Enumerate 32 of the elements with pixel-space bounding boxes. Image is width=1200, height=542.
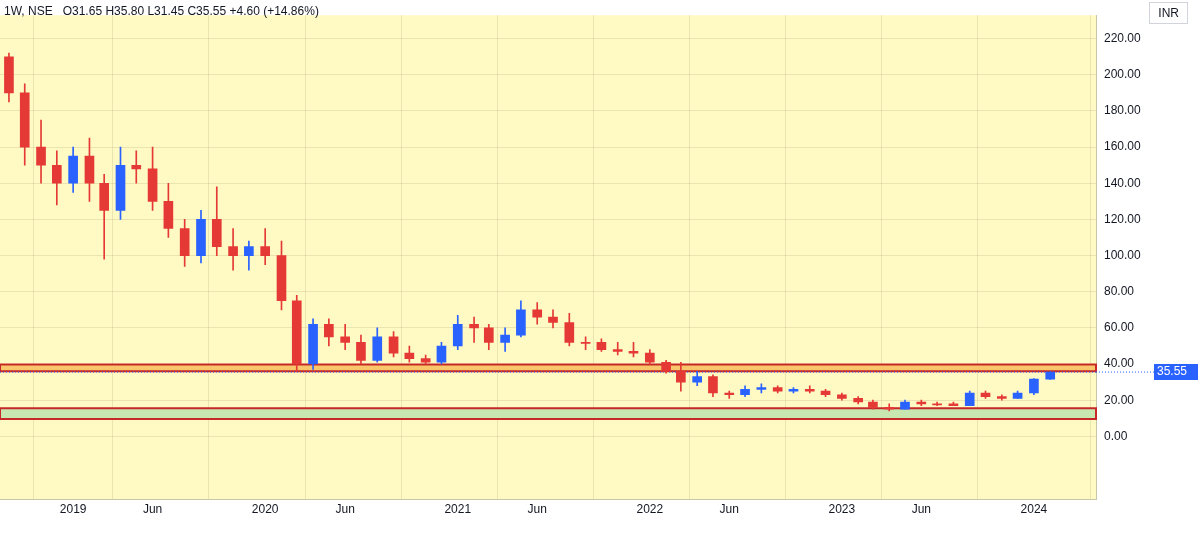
candlestick — [131, 150, 142, 184]
y-tick-label: 160.00 — [1104, 139, 1142, 154]
candlestick — [469, 316, 479, 343]
x-tick-label: 2022 — [636, 502, 664, 517]
x-tick-label: 2021 — [444, 502, 472, 517]
y-tick-label: 200.00 — [1104, 67, 1142, 82]
chart-subtitle: O31.65 H35.80 L31.45 C35.55 +4.60 (+14.86%) — [62, 4, 319, 18]
x-tick-label: Jun — [911, 502, 931, 517]
y-tick-label: 140.00 — [1104, 175, 1142, 190]
x-tick-label: 2019 — [59, 502, 87, 517]
y-tick-label: 80.00 — [1104, 284, 1135, 299]
y-tick-label: 60.00 — [1104, 320, 1135, 335]
x-tick-label: Jun — [142, 502, 163, 517]
text: INR — [1149, 2, 1188, 24]
y-tick-label: 180.00 — [1104, 103, 1142, 118]
x-tick-label: 2024 — [1020, 502, 1048, 517]
y-tick-label: 20.00 — [1104, 392, 1135, 407]
x-tick-label: 2020 — [251, 502, 279, 517]
x-tick-label: Jun — [527, 502, 547, 517]
candlestick — [612, 342, 623, 356]
candlestick — [340, 323, 350, 350]
y-tick-label: 100.00 — [1104, 247, 1142, 262]
y-tick-label: 40.00 — [1104, 356, 1135, 371]
candlestick — [228, 228, 238, 271]
y-tick-label: 120.00 — [1104, 211, 1142, 226]
x-tick-label: Jun — [335, 502, 355, 517]
y-tick-label: 0.00 — [1104, 428, 1128, 443]
y-tick-label: 220.00 — [1104, 31, 1142, 46]
x-tick-label: Jun — [719, 502, 739, 517]
chart-title: 1W, NSE — [4, 4, 53, 18]
ref-line-label: 35.55 — [1157, 364, 1188, 379]
x-tick-label: 2023 — [828, 502, 856, 517]
